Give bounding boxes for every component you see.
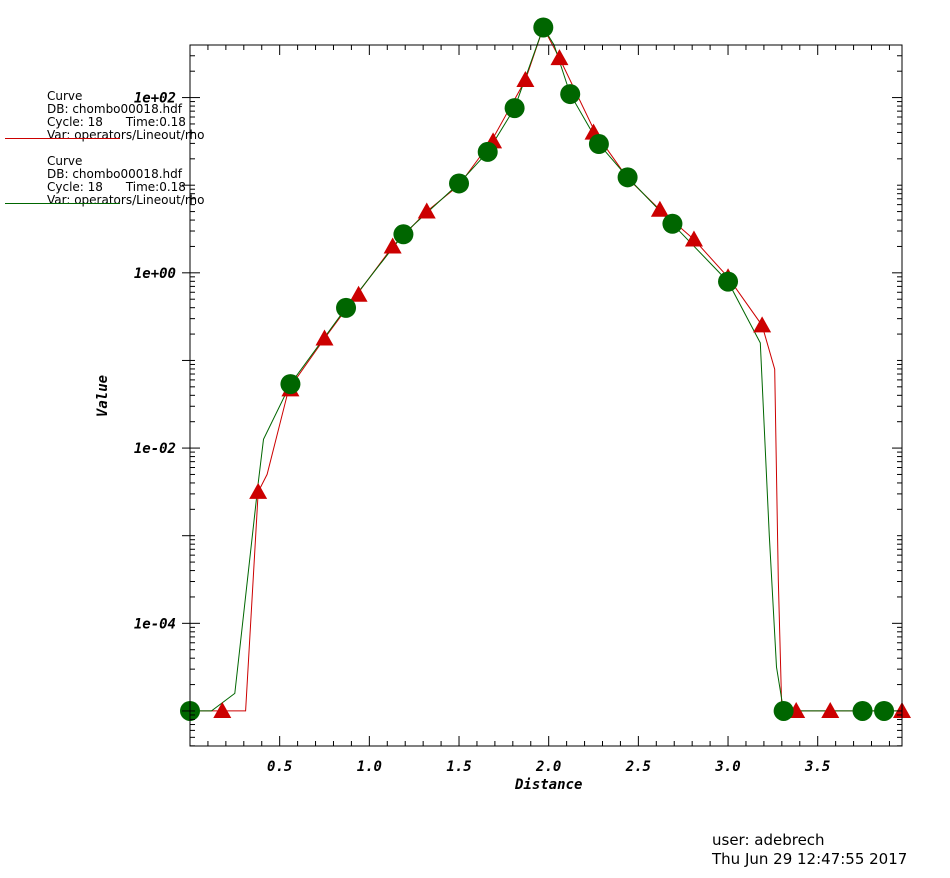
triangle-marker: [315, 329, 334, 346]
triangle-marker: [821, 701, 840, 718]
triangle-marker: [213, 701, 232, 718]
circle-marker: [718, 271, 739, 292]
x-tick-label: 1.0: [357, 759, 382, 775]
circle-marker: [477, 141, 498, 162]
y-axis-title: Value: [95, 375, 111, 417]
triangle-marker: [349, 285, 368, 302]
x-tick-label: 3.5: [804, 759, 830, 775]
circle-marker: [617, 167, 638, 188]
legend-cycle-time: Cycle: 18 Time:0.18: [47, 116, 205, 129]
triangle-marker: [684, 230, 703, 247]
plot-markers: [180, 17, 911, 721]
triangle-marker: [516, 71, 535, 88]
plot-lines: [190, 26, 902, 712]
x-tick-label: 0.5: [267, 759, 292, 775]
circle-marker: [533, 17, 554, 38]
triangle-marker: [417, 202, 436, 219]
legend-time: Time:0.18: [125, 115, 186, 129]
circle-marker: [449, 173, 470, 194]
y-tick-label: 1e+02: [134, 91, 176, 107]
circle-marker: [852, 700, 873, 721]
circle-marker: [874, 700, 895, 721]
x-tick-label: 3.0: [714, 759, 740, 775]
x-tick-label: 2.5: [625, 759, 651, 775]
y-tick-label: 1e-02: [134, 441, 176, 457]
circle-marker: [393, 224, 414, 245]
legend-line-green: [5, 203, 120, 204]
x-tick-label: 1.5: [446, 759, 471, 775]
user-label: user: adebrech: [712, 831, 825, 849]
tick-labels: 0.5 1.0 1.5 2.0 2.5 3.0 3.5 1e-04 1e-02 1e+00 1e+0…: [134, 91, 831, 775]
x-axis-title: Distance: [514, 777, 582, 793]
axis-ticks: [182, 45, 902, 747]
circle-marker: [560, 84, 581, 105]
y-tick-label: 1e+00: [134, 266, 176, 282]
legend-time: Time:0.18: [125, 180, 186, 194]
circle-marker: [773, 700, 794, 721]
legend-db: DB: chombo00018.hdf: [47, 102, 182, 116]
legend-line-red: [5, 138, 120, 139]
circle-marker: [280, 374, 301, 395]
triangle-marker: [650, 200, 669, 217]
x-tick-label: 2.0: [535, 759, 561, 775]
legend-cycle: Cycle: 18: [47, 115, 103, 129]
legend-title: Curve: [47, 154, 83, 168]
legend-cycle-time: Cycle: 18 Time:0.18: [47, 181, 205, 194]
triangle-marker: [383, 237, 402, 254]
legend-cycle: Cycle: 18: [47, 180, 103, 194]
triangle-marker: [249, 482, 268, 499]
triangle-marker: [550, 49, 569, 66]
series-line-2: [190, 26, 902, 712]
circle-marker: [336, 297, 357, 318]
legend-title: Curve: [47, 89, 83, 103]
series-line-1: [190, 26, 902, 712]
y-tick-label: 1e-04: [134, 616, 176, 632]
legend-db: DB: chombo00018.hdf: [47, 167, 182, 181]
circle-marker: [662, 213, 683, 234]
triangle-marker: [753, 316, 772, 333]
timestamp-label: Thu Jun 29 12:47:55 2017: [712, 850, 908, 868]
circle-marker: [504, 98, 525, 119]
circle-marker: [588, 134, 609, 155]
